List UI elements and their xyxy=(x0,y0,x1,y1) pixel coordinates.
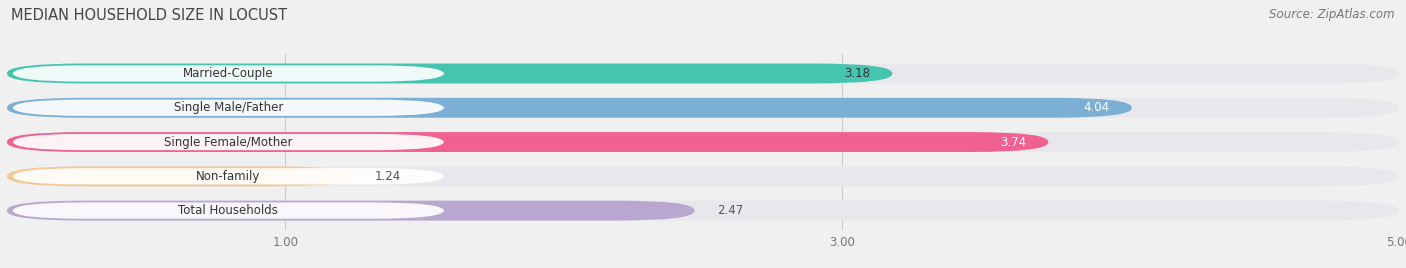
Text: Married-Couple: Married-Couple xyxy=(183,67,274,80)
Text: 4.04: 4.04 xyxy=(1083,101,1109,114)
Text: 2.47: 2.47 xyxy=(717,204,744,217)
FancyBboxPatch shape xyxy=(13,134,444,150)
Text: 3.74: 3.74 xyxy=(1000,136,1026,148)
Text: Total Households: Total Households xyxy=(179,204,278,217)
FancyBboxPatch shape xyxy=(13,100,444,116)
FancyBboxPatch shape xyxy=(7,64,1399,83)
FancyBboxPatch shape xyxy=(7,64,893,83)
Text: Source: ZipAtlas.com: Source: ZipAtlas.com xyxy=(1270,8,1395,21)
Text: MEDIAN HOUSEHOLD SIZE IN LOCUST: MEDIAN HOUSEHOLD SIZE IN LOCUST xyxy=(11,8,287,23)
FancyBboxPatch shape xyxy=(7,166,353,186)
FancyBboxPatch shape xyxy=(7,98,1399,118)
Text: Single Female/Mother: Single Female/Mother xyxy=(165,136,292,148)
FancyBboxPatch shape xyxy=(7,166,1399,186)
FancyBboxPatch shape xyxy=(13,202,444,219)
FancyBboxPatch shape xyxy=(7,201,695,221)
Text: Single Male/Father: Single Male/Father xyxy=(174,101,283,114)
FancyBboxPatch shape xyxy=(7,98,1132,118)
Text: 3.18: 3.18 xyxy=(844,67,870,80)
FancyBboxPatch shape xyxy=(7,132,1399,152)
FancyBboxPatch shape xyxy=(13,65,444,82)
FancyBboxPatch shape xyxy=(7,201,1399,221)
FancyBboxPatch shape xyxy=(7,132,1049,152)
Text: Non-family: Non-family xyxy=(197,170,260,183)
FancyBboxPatch shape xyxy=(13,168,444,184)
Text: 1.24: 1.24 xyxy=(374,170,401,183)
